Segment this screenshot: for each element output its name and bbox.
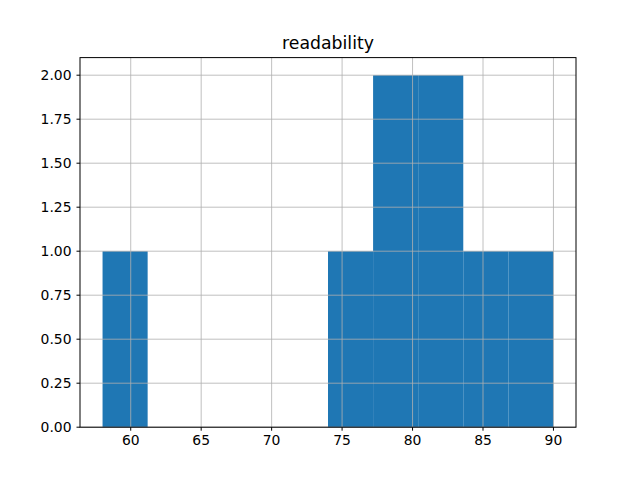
chart-title: readability bbox=[282, 33, 374, 53]
y-tick-label: 0.75 bbox=[41, 287, 72, 303]
figure: readability 60 65 70 75 80 85 90 0.00 0.25 0.50 0.… bbox=[0, 0, 640, 480]
y-tick-label: 0.00 bbox=[41, 419, 72, 435]
y-tick-label: 1.25 bbox=[41, 199, 72, 215]
y-tick-label: 1.75 bbox=[41, 111, 72, 127]
x-tick-label: 75 bbox=[333, 432, 351, 448]
x-tick-label: 90 bbox=[545, 432, 563, 448]
histogram-plot: readability 60 65 70 75 80 85 90 0.00 0.25 0.50 0.… bbox=[0, 0, 640, 480]
x-tick-label: 85 bbox=[474, 432, 492, 448]
x-tick-label: 70 bbox=[263, 432, 281, 448]
y-tick-label: 2.00 bbox=[41, 67, 72, 83]
y-tick-label: 0.50 bbox=[41, 331, 72, 347]
x-tick-label: 60 bbox=[122, 432, 140, 448]
y-tick-label: 1.50 bbox=[41, 155, 72, 171]
y-tick-label: 0.25 bbox=[41, 375, 72, 391]
x-tick-label: 80 bbox=[404, 432, 422, 448]
x-tick-label: 65 bbox=[192, 432, 210, 448]
y-tick-label: 1.00 bbox=[41, 243, 72, 259]
